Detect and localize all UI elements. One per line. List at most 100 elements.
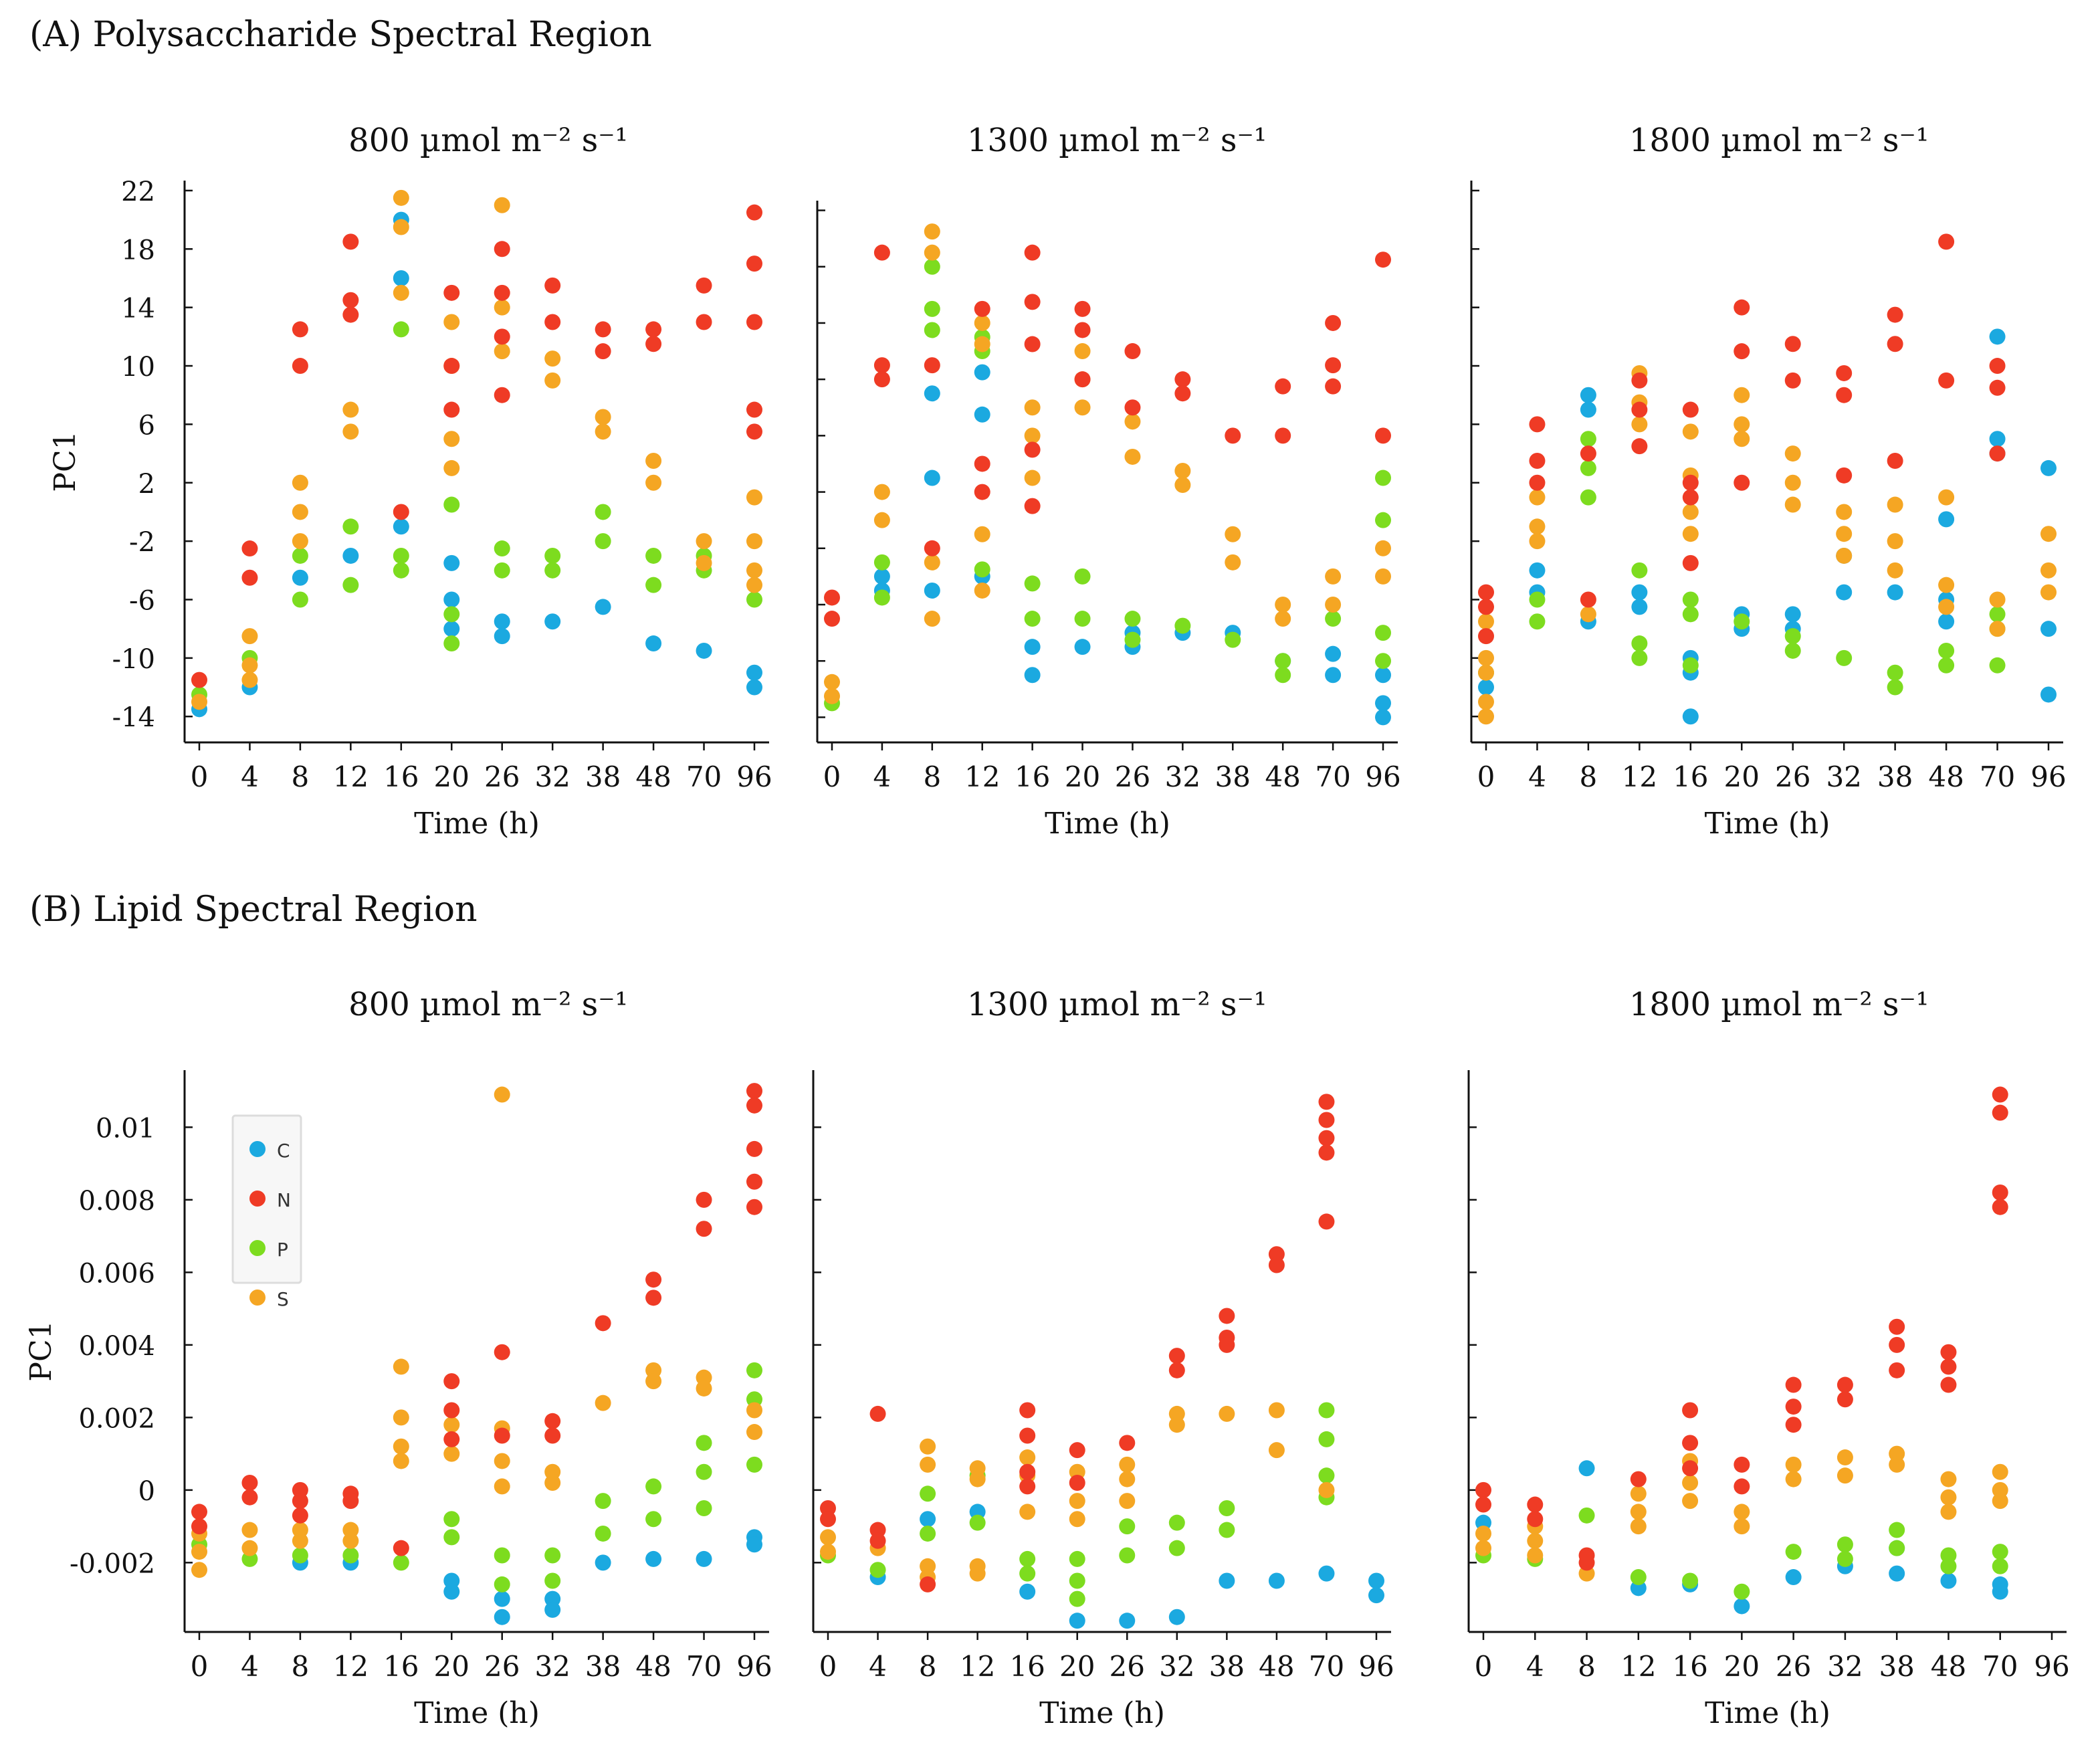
legend-box: [231, 1114, 302, 1284]
data-point-s: [1019, 1449, 1036, 1466]
data-point-s: [2040, 584, 2057, 601]
data-point-c: [544, 1601, 561, 1618]
data-point-n: [595, 1315, 611, 1332]
data-point-n: [494, 1427, 510, 1444]
data-point-s: [393, 189, 409, 206]
data-point-p: [1225, 631, 1241, 648]
data-point-s: [1992, 1463, 2008, 1480]
data-point-s: [1375, 568, 1391, 585]
data-point-s: [746, 562, 762, 579]
data-point-s: [342, 401, 359, 418]
data-point-s: [746, 1424, 762, 1441]
data-point-p: [443, 635, 460, 652]
data-point-n: [342, 233, 359, 250]
data-point-p: [1734, 613, 1750, 630]
data-point-n: [746, 401, 762, 418]
y-tick-label: 2: [138, 469, 155, 500]
y-axis-label: PC1: [48, 431, 82, 492]
y-tick-label: 0.008: [78, 1186, 155, 1217]
data-point-s: [1529, 518, 1546, 535]
data-point-s: [1529, 533, 1546, 550]
data-point-s: [494, 299, 510, 316]
data-point-p: [1375, 512, 1391, 528]
data-point-s: [1784, 445, 1801, 462]
data-point-n: [241, 540, 258, 557]
data-point-p: [696, 1463, 712, 1480]
data-point-n: [1631, 372, 1648, 389]
data-point-s: [924, 223, 940, 240]
data-point-c: [1580, 401, 1596, 418]
x-tick-label: 70: [686, 1650, 722, 1683]
y-tick-label: 0.002: [78, 1403, 155, 1434]
x-tick-label: 8: [292, 760, 310, 793]
data-point-s: [820, 1544, 836, 1560]
data-point-s: [1024, 399, 1041, 416]
data-point-p: [1784, 642, 1801, 659]
data-point-s: [696, 554, 712, 571]
data-point-n: [443, 1373, 460, 1390]
data-point-n: [1318, 1130, 1335, 1146]
data-point-s: [1630, 1485, 1647, 1502]
data-point-s: [645, 474, 662, 491]
data-point-n: [1024, 336, 1041, 352]
data-point-s: [1325, 597, 1342, 613]
data-point-p: [924, 322, 940, 338]
data-point-c: [443, 621, 460, 637]
x-tick-label: 26: [1775, 760, 1810, 793]
data-point-n: [746, 255, 762, 272]
x-tick-label: 8: [1580, 760, 1598, 793]
data-point-p: [1682, 1572, 1699, 1589]
data-point-p: [1069, 1590, 1085, 1607]
data-point-n: [1119, 1435, 1136, 1451]
data-point-s: [292, 1532, 308, 1549]
x-tick-label: 48: [1931, 1650, 1966, 1683]
chart-panel-b1: 800 µmol m⁻² s⁻¹ 0.01 0.008 0.006 0.004 0.002…: [24, 986, 772, 1730]
data-point-n: [1682, 489, 1699, 506]
data-point-s: [544, 372, 561, 389]
x-tick-label: 32: [1159, 1650, 1194, 1683]
data-point-s: [1124, 448, 1141, 465]
data-point-n: [1682, 1435, 1699, 1451]
data-point-c: [1024, 667, 1041, 684]
x-tick-label: 4: [1528, 760, 1546, 793]
data-point-s: [1174, 477, 1191, 494]
x-tick-label: 38: [1877, 760, 1913, 793]
data-point-p: [969, 1514, 986, 1531]
data-point-c: [1024, 639, 1041, 655]
x-tick-label: 8: [1578, 1650, 1596, 1683]
data-point-c: [1074, 639, 1091, 655]
data-point-n: [1734, 1456, 1750, 1473]
data-point-p: [544, 547, 561, 564]
x-tick-label: 16: [1015, 760, 1050, 793]
data-point-c: [1631, 584, 1648, 601]
chart-title: 1300 µmol m⁻² s⁻¹: [967, 986, 1267, 1023]
x-tick-label: 48: [635, 760, 671, 793]
data-point-n: [494, 387, 510, 403]
data-point-c: [1368, 1572, 1384, 1589]
data-point-n: [1992, 1184, 2008, 1201]
data-point-s: [1024, 427, 1041, 444]
data-point-n: [1682, 401, 1699, 418]
data-point-n: [645, 321, 662, 338]
data-point-p: [1074, 611, 1091, 627]
data-point-c: [443, 554, 460, 571]
data-point-p: [1318, 1467, 1335, 1484]
data-point-p: [1992, 1544, 2008, 1560]
x-tick-label: 26: [1115, 760, 1150, 793]
data-point-c: [1989, 431, 2006, 447]
data-point-n: [1889, 1318, 1905, 1335]
data-point-n: [1887, 336, 1903, 352]
data-point-n: [1475, 1496, 1491, 1513]
data-point-s: [1527, 1547, 1544, 1564]
data-point-s: [1631, 416, 1648, 433]
data-point-p: [696, 1500, 712, 1516]
data-point-s: [1734, 416, 1750, 433]
data-point-n: [1785, 1376, 1802, 1393]
data-point-p: [393, 547, 409, 564]
data-point-s: [920, 1456, 936, 1473]
data-point-s: [2040, 526, 2057, 542]
data-point-s: [1069, 1493, 1085, 1510]
legend: C N P S: [231, 1114, 302, 1310]
data-point-n: [595, 321, 611, 338]
data-point-p: [595, 1493, 611, 1510]
